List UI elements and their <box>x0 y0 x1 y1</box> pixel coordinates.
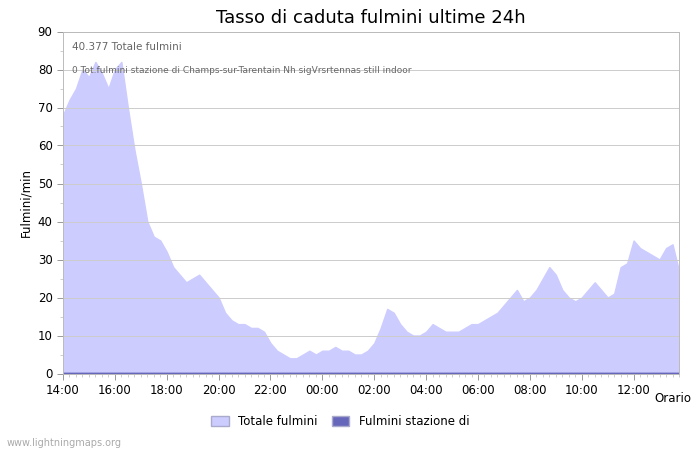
Text: 40.377 Totale fulmini: 40.377 Totale fulmini <box>72 42 182 52</box>
X-axis label: Orario: Orario <box>654 392 692 405</box>
Text: 0 Tot.fulmini stazione di Champs-sur-Tarentain Nh sigVrsrtennas still indoor: 0 Tot.fulmini stazione di Champs-sur-Tar… <box>72 66 412 75</box>
Text: www.lightningmaps.org: www.lightningmaps.org <box>7 438 122 448</box>
Legend: Totale fulmini, Fulmini stazione di: Totale fulmini, Fulmini stazione di <box>206 410 474 432</box>
Title: Tasso di caduta fulmini ultime 24h: Tasso di caduta fulmini ultime 24h <box>216 9 526 27</box>
Y-axis label: Fulmini/min: Fulmini/min <box>19 168 32 237</box>
